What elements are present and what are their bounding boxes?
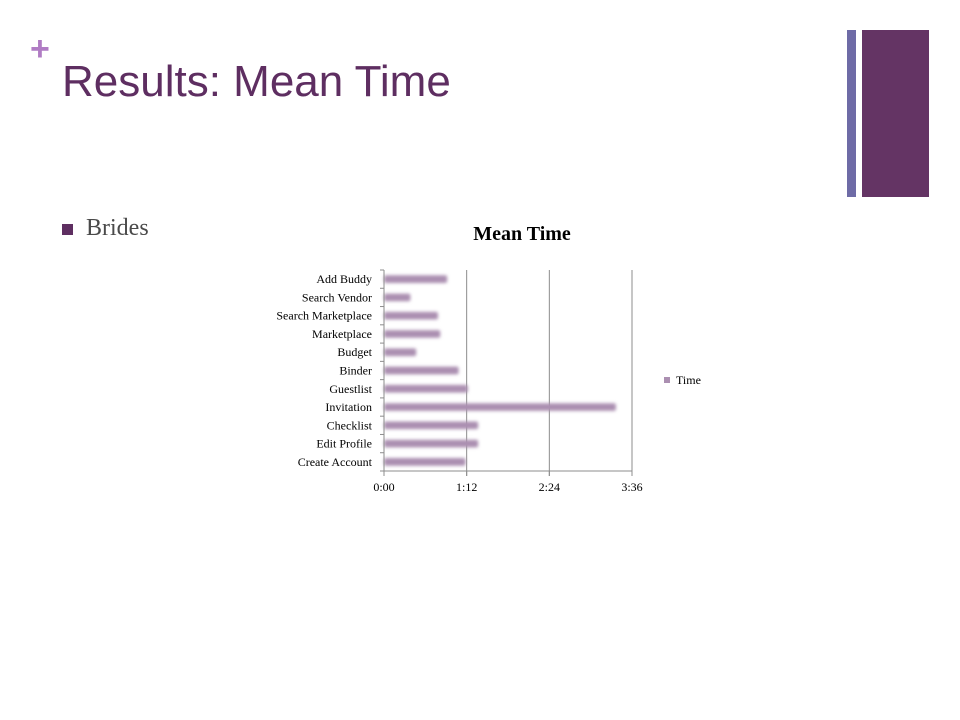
- page-title: Results: Mean Time: [62, 57, 451, 106]
- accent-bar-thin: [847, 30, 856, 197]
- x-tick-labels: 0:00 1:12 2:24 3:36: [373, 480, 642, 494]
- legend-swatch: [664, 377, 670, 383]
- category-label: Guestlist: [329, 382, 372, 396]
- category-label: Invitation: [325, 400, 372, 414]
- category-label: Create Account: [298, 455, 373, 469]
- bar: [384, 348, 417, 357]
- bar: [384, 458, 466, 466]
- bars: [384, 275, 616, 466]
- category-label: Search Marketplace: [276, 309, 372, 323]
- bar: [384, 403, 616, 411]
- bar: [384, 330, 441, 338]
- bar: [384, 293, 411, 302]
- axes: [380, 269, 633, 476]
- bar: [384, 366, 459, 375]
- legend: Time: [664, 373, 701, 387]
- x-tick-label: 3:36: [621, 480, 642, 494]
- category-label: Budget: [337, 345, 372, 359]
- bar: [384, 275, 448, 283]
- bullet-text: Brides: [86, 215, 149, 241]
- x-tick-label: 0:00: [373, 480, 394, 494]
- chart-title: Mean Time: [473, 223, 571, 245]
- bar: [384, 421, 479, 430]
- x-tick-label: 1:12: [456, 480, 477, 494]
- category-label: Edit Profile: [316, 437, 372, 451]
- plus-icon: +: [30, 30, 50, 68]
- x-tick-label: 2:24: [539, 480, 560, 494]
- bar: [384, 311, 438, 320]
- accent-bar-thick: [862, 30, 929, 197]
- bullet-square-icon: [62, 224, 73, 235]
- category-label: Binder: [339, 364, 372, 378]
- gridlines: [466, 270, 633, 476]
- bar: [384, 384, 468, 393]
- category-labels: Add Buddy Search Vendor Search Marketplace…: [276, 272, 372, 469]
- category-label: Checklist: [327, 418, 373, 432]
- bullet-item: Brides: [62, 215, 149, 242]
- category-label: Marketplace: [312, 327, 372, 341]
- bar: [384, 439, 479, 448]
- legend-label: Time: [676, 373, 701, 387]
- category-label: Add Buddy: [316, 272, 372, 286]
- category-label: Search Vendor: [302, 290, 372, 304]
